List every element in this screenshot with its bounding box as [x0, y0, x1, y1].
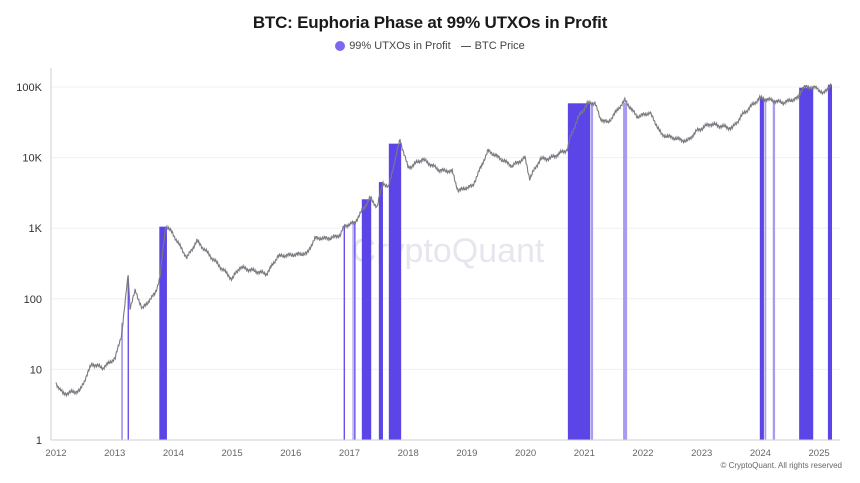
euphoria-bar [623, 102, 628, 440]
y-tick-label: 1K [29, 223, 43, 235]
euphoria-bar [343, 225, 345, 440]
y-tick-label: 1 [36, 435, 42, 447]
euphoria-bar [352, 223, 354, 440]
copyright: © CryptoQuant. All rights reserved [720, 461, 843, 470]
euphoria-bar [159, 226, 167, 440]
euphoria-bar [121, 322, 123, 440]
x-tick-label: 2019 [456, 448, 477, 459]
euphoria-bar [799, 87, 814, 441]
euphoria-bar [764, 98, 767, 440]
x-tick-label: 2017 [339, 448, 360, 459]
euphoria-bar [388, 143, 402, 440]
legend-label: 99% UTXOs in Profit [349, 40, 451, 52]
x-tick-label: 2015 [222, 448, 243, 459]
euphoria-bar [827, 84, 833, 440]
x-tick-label: 2012 [45, 448, 66, 459]
x-tick-label: 2024 [750, 448, 771, 459]
watermark: CryptoQuant [352, 232, 545, 270]
x-tick-label: 2021 [574, 448, 595, 459]
y-tick-label: 100K [16, 82, 42, 94]
legend-item-utxo[interactable]: 99% UTXOs in Profit [335, 40, 451, 52]
btc-price-line [55, 83, 832, 398]
y-tick-label: 10K [22, 153, 42, 165]
legend: 99% UTXOs in Profit BTC Price [0, 40, 860, 52]
x-tick-label: 2022 [632, 448, 653, 459]
x-tick-label: 2014 [163, 448, 184, 459]
x-tick-label: 2013 [104, 448, 125, 459]
x-tick-label: 2016 [280, 448, 301, 459]
legend-line-icon [460, 45, 471, 47]
euphoria-bar [361, 199, 372, 440]
euphoria-bar [772, 100, 776, 441]
legend-label: BTC Price [474, 40, 525, 52]
euphoria-bar [759, 97, 764, 440]
x-tick-label: 2023 [691, 448, 712, 459]
legend-dot-icon [335, 41, 346, 51]
euphoria-bar [567, 103, 591, 441]
x-tick-label: 2020 [515, 448, 536, 459]
euphoria-bar [378, 182, 383, 440]
y-tick-label: 100 [24, 294, 42, 306]
chart-title: BTC: Euphoria Phase at 99% UTXOs in Prof… [252, 13, 608, 32]
x-tick-label: 2025 [809, 448, 830, 459]
legend-item-price[interactable]: BTC Price [460, 40, 525, 52]
euphoria-bar [354, 221, 356, 440]
euphoria-bar [127, 279, 129, 440]
y-tick-label: 10 [30, 364, 42, 376]
x-tick-label: 2018 [398, 448, 419, 459]
euphoria-bar [590, 102, 594, 440]
